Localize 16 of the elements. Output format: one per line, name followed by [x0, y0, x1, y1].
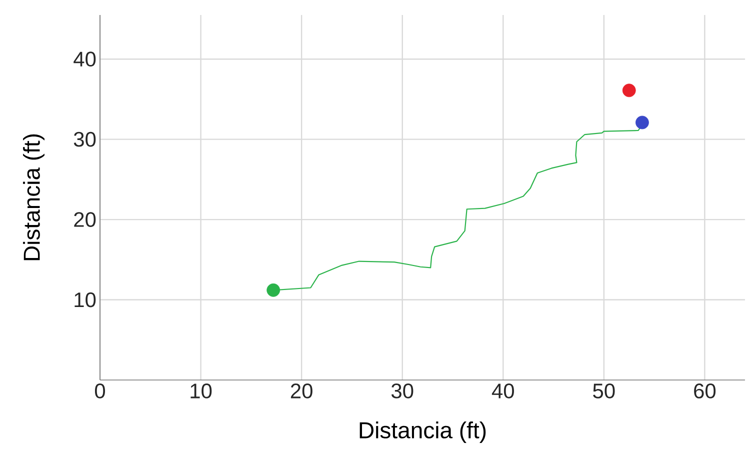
x-tick-label: 50: [593, 384, 615, 398]
y-axis-title: Distancia (ft): [23, 134, 44, 260]
y-tick-label: 10: [74, 292, 96, 308]
y-tick-label: 40: [74, 52, 96, 67]
point: [636, 116, 649, 130]
x-axis-title: Distancia (ft): [360, 422, 486, 443]
x-tick-label: 30: [391, 384, 414, 398]
x-tick-label: 40: [492, 384, 514, 398]
y-tick-label: 20: [74, 212, 96, 227]
point: [266, 283, 280, 297]
x-tick-label: 10: [190, 384, 212, 398]
point: [622, 84, 636, 98]
x-tick-label: 20: [290, 384, 312, 398]
x-tick-label: 60: [694, 384, 716, 398]
x-tick-label: 0: [94, 384, 106, 398]
y-tick-label: 30: [74, 132, 96, 147]
